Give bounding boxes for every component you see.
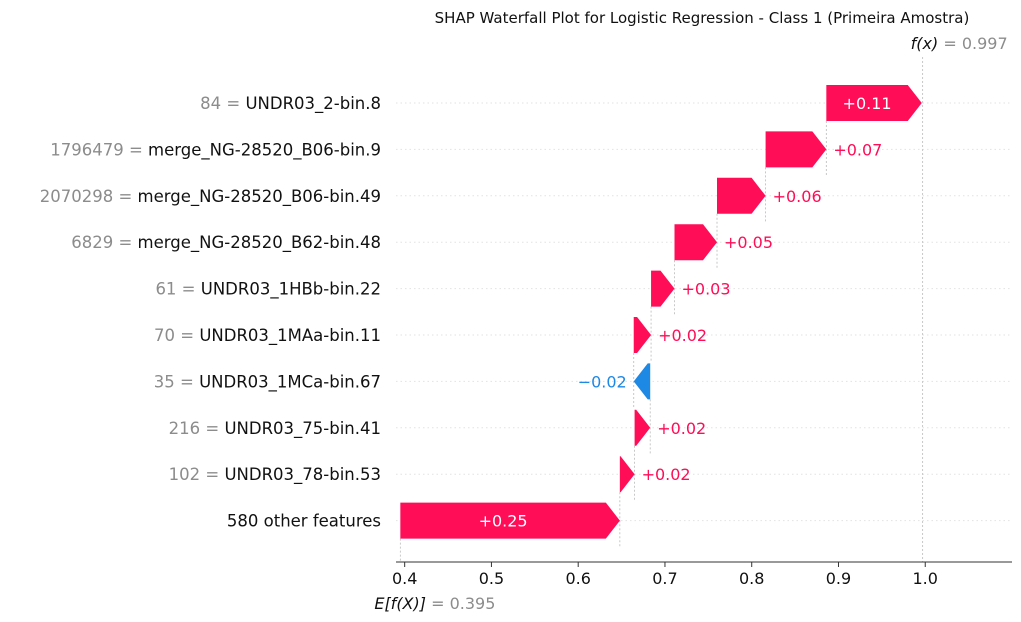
x-tick-label: 0.7 <box>652 569 677 588</box>
feature-label: 6829 = merge_NG-28520_B62-bin.48 <box>71 233 381 253</box>
x-tick-label: 0.5 <box>479 569 504 588</box>
feature-value: 70 = <box>154 326 199 345</box>
annotations: f(x) = 0.997 E[f(X)] = 0.395 <box>374 34 1007 613</box>
feature-labels: 84 = UNDR03_2-bin.8 1796479 = merge_NG-28… <box>40 94 381 531</box>
waterfall-bar <box>633 317 652 353</box>
feature-value: 1796479 = <box>50 140 148 159</box>
waterfall-bar <box>826 85 922 121</box>
feature-label: 2070298 = merge_NG-28520_B06-bin.49 <box>40 187 381 207</box>
feature-name: UNDR03_75-bin.41 <box>224 419 381 439</box>
feature-label: 580 other features <box>227 512 381 531</box>
feature-name: 580 other features <box>227 512 381 531</box>
feature-value: 2070298 = <box>40 187 138 206</box>
feature-name: UNDR03_1MCa-bin.67 <box>199 372 381 392</box>
reference-lines <box>399 57 924 562</box>
feature-value: 35 = <box>154 372 199 391</box>
x-tick-label: 0.4 <box>392 569 417 588</box>
waterfall-bars: +0.11 +0.07 +0.06 +0.05 +0.03 +0.02 −0.02 +0.02… <box>400 85 922 539</box>
waterfall-bar <box>765 131 827 168</box>
feature-name: merge_NG-28520_B06-bin.49 <box>138 187 381 207</box>
waterfall-bar <box>400 502 620 539</box>
x-tick-label: 0.8 <box>739 569 764 588</box>
bar-value-label: +0.02 <box>658 326 707 345</box>
x-tick-label: 1.0 <box>913 569 938 588</box>
feature-label: 35 = UNDR03_1MCa-bin.67 <box>154 372 381 392</box>
efx-annotation: E[f(X)] = 0.395 <box>374 594 495 613</box>
feature-label: 102 = UNDR03_78-bin.53 <box>169 465 381 485</box>
feature-name: merge_NG-28520_B06-bin.9 <box>148 140 381 160</box>
waterfall-bar <box>674 224 718 261</box>
row-gridlines <box>396 102 1012 522</box>
waterfall-bar <box>651 270 675 307</box>
feature-label: 1796479 = merge_NG-28520_B06-bin.9 <box>50 140 381 160</box>
feature-name: merge_NG-28520_B62-bin.48 <box>138 233 381 253</box>
efx-value: = 0.395 <box>431 594 495 613</box>
feature-value: 102 = <box>169 465 225 484</box>
bar-value-label: −0.02 <box>578 372 627 391</box>
feature-label: 216 = UNDR03_75-bin.41 <box>169 419 381 439</box>
bar-value-label: +0.06 <box>773 187 822 206</box>
feature-value: 6829 = <box>71 233 137 252</box>
bar-value-label: +0.07 <box>833 140 882 159</box>
fx-value: = 0.997 <box>943 34 1007 53</box>
feature-name: UNDR03_1MAa-bin.11 <box>199 326 381 346</box>
bar-value-label: +0.03 <box>682 280 731 299</box>
x-tick-label: 0.9 <box>826 569 851 588</box>
feature-name: UNDR03_2-bin.8 <box>245 94 381 114</box>
bar-value-label: +0.25 <box>479 512 528 531</box>
bar-value-label: +0.02 <box>657 419 706 438</box>
fx-label: f(x) <box>911 34 944 53</box>
feature-label: 84 = UNDR03_2-bin.8 <box>200 94 381 114</box>
feature-label: 61 = UNDR03_1HBb-bin.22 <box>155 280 381 300</box>
feature-name: UNDR03_1HBb-bin.22 <box>201 280 381 300</box>
fx-annotation: f(x) = 0.997 <box>911 34 1008 53</box>
chart-title: SHAP Waterfall Plot for Logistic Regress… <box>435 9 970 27</box>
waterfall-bar <box>717 177 766 214</box>
feature-value: 61 = <box>155 280 200 299</box>
bar-value-label: +0.05 <box>724 233 773 252</box>
waterfall-bar <box>619 456 635 493</box>
x-tick-label: 0.6 <box>565 569 590 588</box>
bar-value-label: +0.11 <box>843 94 892 113</box>
bar-value-label: +0.02 <box>642 465 691 484</box>
waterfall-bar <box>633 363 651 400</box>
feature-value: 84 = <box>200 94 245 113</box>
waterfall-bar <box>634 409 651 446</box>
efx-label: E[f(X)] <box>374 594 431 613</box>
feature-name: UNDR03_78-bin.53 <box>224 465 381 485</box>
feature-label: 70 = UNDR03_1MAa-bin.11 <box>154 326 381 346</box>
x-axis: 0.4 0.5 0.6 0.7 0.8 0.9 1.0 <box>392 561 1012 588</box>
feature-value: 216 = <box>169 419 225 438</box>
